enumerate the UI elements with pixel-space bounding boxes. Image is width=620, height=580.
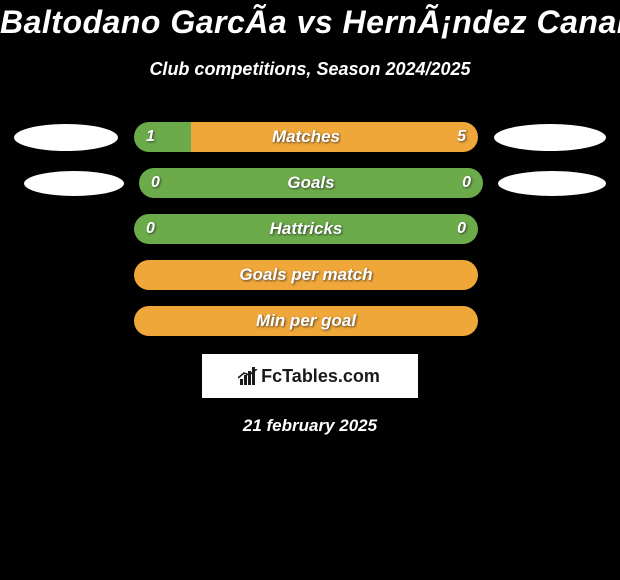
player1-avatar	[24, 171, 124, 196]
trend-line-icon	[238, 369, 258, 379]
stat-label: Matches	[134, 122, 478, 152]
stat-bar-goals-per-match: Goals per match	[134, 260, 478, 290]
logo-text: FcTables.com	[261, 366, 380, 387]
stat-label: Min per goal	[134, 306, 478, 336]
stat-value-left: 0	[139, 168, 172, 198]
stat-bar-goals: Goals0 0	[139, 168, 483, 198]
stat-bar-min-per-goal: Min per goal	[134, 306, 478, 336]
player2-avatar	[494, 124, 606, 151]
stats-rows: Matches15Goals00Hattricks00Goals per mat…	[0, 122, 620, 336]
stat-bar-matches: Matches1 5	[134, 122, 478, 152]
stat-value-left: 0	[134, 214, 167, 244]
stat-label: Hattricks	[134, 214, 478, 244]
stat-value-right: 0	[450, 168, 483, 198]
stat-label: Goals	[139, 168, 483, 198]
stat-label: Goals per match	[134, 260, 478, 290]
subtitle: Club competitions, Season 2024/2025	[0, 59, 620, 80]
player2-avatar	[498, 171, 606, 196]
stat-row: Matches1 5	[0, 122, 620, 152]
stat-row: Goals per match	[0, 260, 620, 290]
chart-icon	[240, 367, 255, 385]
stat-row: Hattricks0 0	[0, 214, 620, 244]
player1-avatar	[14, 124, 118, 151]
stat-value-right: 0	[445, 214, 478, 244]
stat-value-left: 1	[134, 122, 167, 152]
stat-row: Goals0 0	[0, 168, 620, 198]
stat-bar-hattricks: Hattricks0 0	[134, 214, 478, 244]
comparison-infographic: Baltodano GarcÃa vs HernÃ¡ndez Canales C…	[0, 0, 620, 436]
page-title: Baltodano GarcÃa vs HernÃ¡ndez Canales	[0, 4, 620, 41]
stat-row: Min per goal	[0, 306, 620, 336]
generated-date: 21 february 2025	[0, 416, 620, 436]
stat-value-right: 5	[445, 122, 478, 152]
fctables-logo: FcTables.com	[202, 354, 418, 398]
